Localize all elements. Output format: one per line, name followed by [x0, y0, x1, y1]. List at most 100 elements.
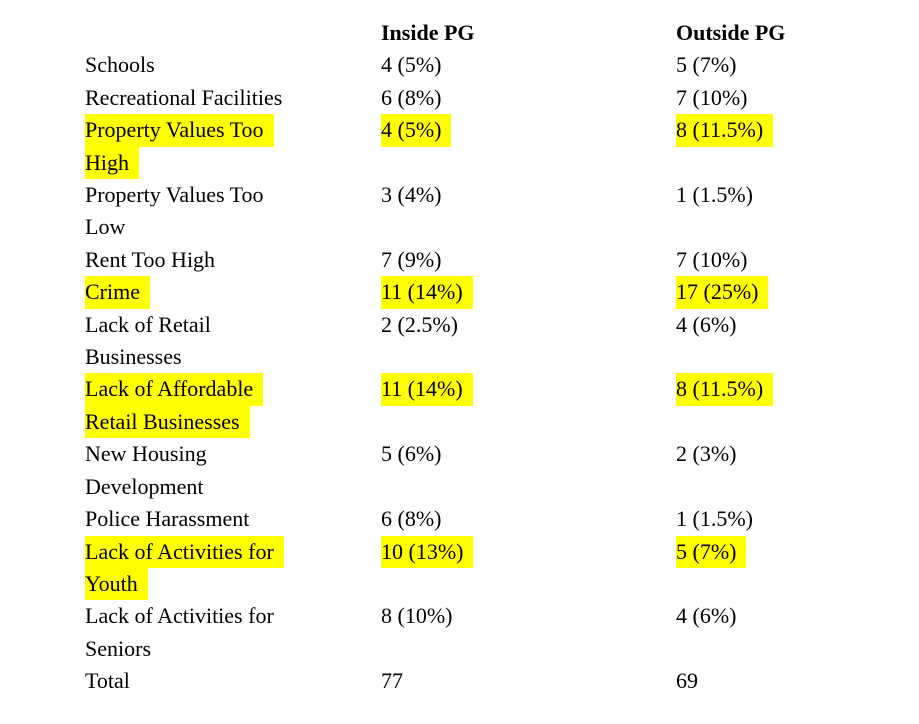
category-line: Lack of Affordable — [85, 373, 381, 406]
outside-pg-value: 8 (11.5%) — [676, 114, 919, 147]
category-cell: Lack of Activities for Youth — [85, 535, 381, 601]
row-property-values-too-low: Property Values Too Low 3 (4%) 1 (1.5%) — [85, 179, 919, 244]
category-cell: Lack of Retail Businesses — [85, 309, 381, 374]
category-label: Rent Too High — [85, 246, 216, 272]
category-cell: Recreational Facilities — [85, 82, 381, 114]
row-lack-of-retail-businesses: Lack of Retail Businesses 2 (2.5%) 4 (6%… — [85, 309, 919, 374]
inside-pg-cell: 6 (8%) — [381, 82, 676, 114]
total-label: Total — [85, 668, 130, 694]
outside-pg-header-cell: Outside PG — [676, 17, 919, 49]
outside-pg-cell: 7 (10%) — [676, 82, 919, 114]
inside-pg-value: 3 (4%) — [381, 182, 442, 208]
outside-pg-header: Outside PG — [676, 20, 786, 45]
category-cell: Police Harassment — [85, 503, 381, 535]
row-total: Total 77 69 — [85, 665, 919, 697]
outside-pg-value: 4 (6%) — [676, 311, 737, 337]
inside-pg-cell: 6 (8%) — [381, 503, 676, 535]
category-line: Retail Businesses — [85, 405, 381, 439]
category-cell: Crime — [85, 276, 381, 309]
highlighted-text: 10 (13%) — [381, 535, 474, 568]
category-line: Crime — [85, 276, 381, 309]
outside-pg-cell: 69 — [676, 665, 919, 697]
outside-pg-cell: 2 (3%) — [676, 438, 919, 470]
inside-pg-value: 2 (2.5%) — [381, 311, 458, 337]
category-label: Police Harassment — [85, 506, 250, 532]
row-schools: Schools 4 (5%) 5 (7%) — [85, 49, 919, 81]
category-label: Schools — [85, 52, 155, 78]
inside-pg-cell: 8 (10%) — [381, 600, 676, 632]
inside-pg-value: 8 (10%) — [381, 603, 453, 629]
category-line: Businesses — [85, 344, 182, 370]
row-police-harassment: Police Harassment 6 (8%) 1 (1.5%) — [85, 503, 919, 535]
outside-pg-value: 17 (25%) — [676, 276, 919, 309]
highlighted-text: High — [85, 146, 139, 180]
outside-pg-value: 8 (11.5%) — [676, 373, 919, 406]
category-cell: Total — [85, 665, 381, 697]
highlighted-text: 8 (11.5%) — [676, 114, 774, 147]
row-lack-of-activities-for-youth: Lack of Activities for Youth 10 (13%) 5 … — [85, 535, 919, 601]
highlighted-text: Crime — [85, 276, 150, 309]
category-cell: Property Values Too Low — [85, 179, 381, 244]
outside-pg-cell: 4 (6%) — [676, 309, 919, 341]
highlighted-text: 5 (7%) — [676, 535, 747, 568]
outside-pg-cell: 17 (25%) — [676, 276, 919, 309]
outside-pg-total: 69 — [676, 668, 698, 694]
category-line: Seniors — [85, 635, 151, 661]
inside-pg-header: Inside PG — [381, 20, 475, 45]
category-line: Low — [85, 214, 126, 240]
inside-pg-value: 5 (6%) — [381, 441, 442, 467]
highlighted-text: 17 (25%) — [676, 276, 769, 309]
outside-pg-value: 5 (7%) — [676, 535, 919, 568]
inside-pg-value: 10 (13%) — [381, 535, 676, 568]
outside-pg-cell: 5 (7%) — [676, 49, 919, 81]
category-line: High — [85, 146, 381, 180]
row-lack-of-activities-for-seniors: Lack of Activities for Seniors 8 (10%) 4… — [85, 600, 919, 665]
category-line: Property Values Too — [85, 182, 264, 208]
row-rent-too-high: Rent Too High 7 (9%) 7 (10%) — [85, 244, 919, 276]
outside-pg-value: 1 (1.5%) — [676, 182, 753, 208]
inside-pg-cell: 7 (9%) — [381, 244, 676, 276]
inside-pg-cell: 4 (5%) — [381, 49, 676, 81]
outside-pg-cell: 5 (7%) — [676, 535, 919, 568]
outside-pg-value: 1 (1.5%) — [676, 506, 753, 532]
inside-pg-cell: 77 — [381, 665, 676, 697]
outside-pg-value: 4 (6%) — [676, 603, 737, 629]
highlighted-text: Lack of Affordable — [85, 373, 264, 406]
inside-pg-value: 6 (8%) — [381, 506, 442, 532]
outside-pg-cell: 8 (11.5%) — [676, 114, 919, 147]
inside-pg-cell: 11 (14%) — [381, 373, 676, 406]
category-line: Development — [85, 473, 204, 499]
outside-pg-value: 7 (10%) — [676, 84, 748, 110]
category-cell: Schools — [85, 49, 381, 81]
inside-pg-value: 6 (8%) — [381, 84, 442, 110]
row-property-values-too-high: Property Values Too High 4 (5%) 8 (11.5%… — [85, 114, 919, 180]
highlighted-text: Youth — [85, 567, 148, 601]
row-new-housing-development: New Housing Development 5 (6%) 2 (3%) — [85, 438, 919, 503]
category-line: Youth — [85, 567, 381, 601]
outside-pg-cell: 1 (1.5%) — [676, 179, 919, 211]
highlighted-text: 8 (11.5%) — [676, 373, 774, 406]
inside-pg-total: 77 — [381, 668, 403, 694]
category-cell: Lack of Activities for Seniors — [85, 600, 381, 665]
row-lack-of-affordable-retail-businesses: Lack of Affordable Retail Businesses 11 … — [85, 373, 919, 439]
inside-pg-value: 11 (14%) — [381, 373, 676, 406]
inside-pg-header-cell: Inside PG — [381, 17, 676, 49]
highlighted-text: 11 (14%) — [381, 276, 473, 309]
inside-pg-value: 4 (5%) — [381, 52, 442, 78]
inside-pg-value: 7 (9%) — [381, 246, 442, 272]
outside-pg-value: 2 (3%) — [676, 441, 737, 467]
category-cell: Property Values Too High — [85, 114, 381, 180]
row-recreational-facilities: Recreational Facilities 6 (8%) 7 (10%) — [85, 82, 919, 114]
inside-pg-cell: 10 (13%) — [381, 535, 676, 568]
row-crime: Crime 11 (14%) 17 (25%) — [85, 276, 919, 309]
category-label: Recreational Facilities — [85, 84, 283, 110]
highlighted-text: Retail Businesses — [85, 405, 250, 439]
category-line: New Housing — [85, 441, 207, 467]
table-header-row: Inside PG Outside PG — [85, 17, 919, 49]
category-line: Lack of Activities for — [85, 603, 274, 629]
highlighted-text: 4 (5%) — [381, 114, 452, 147]
highlighted-text: Lack of Activities for — [85, 535, 284, 568]
outside-pg-cell: 8 (11.5%) — [676, 373, 919, 406]
category-line: Lack of Retail — [85, 311, 211, 337]
